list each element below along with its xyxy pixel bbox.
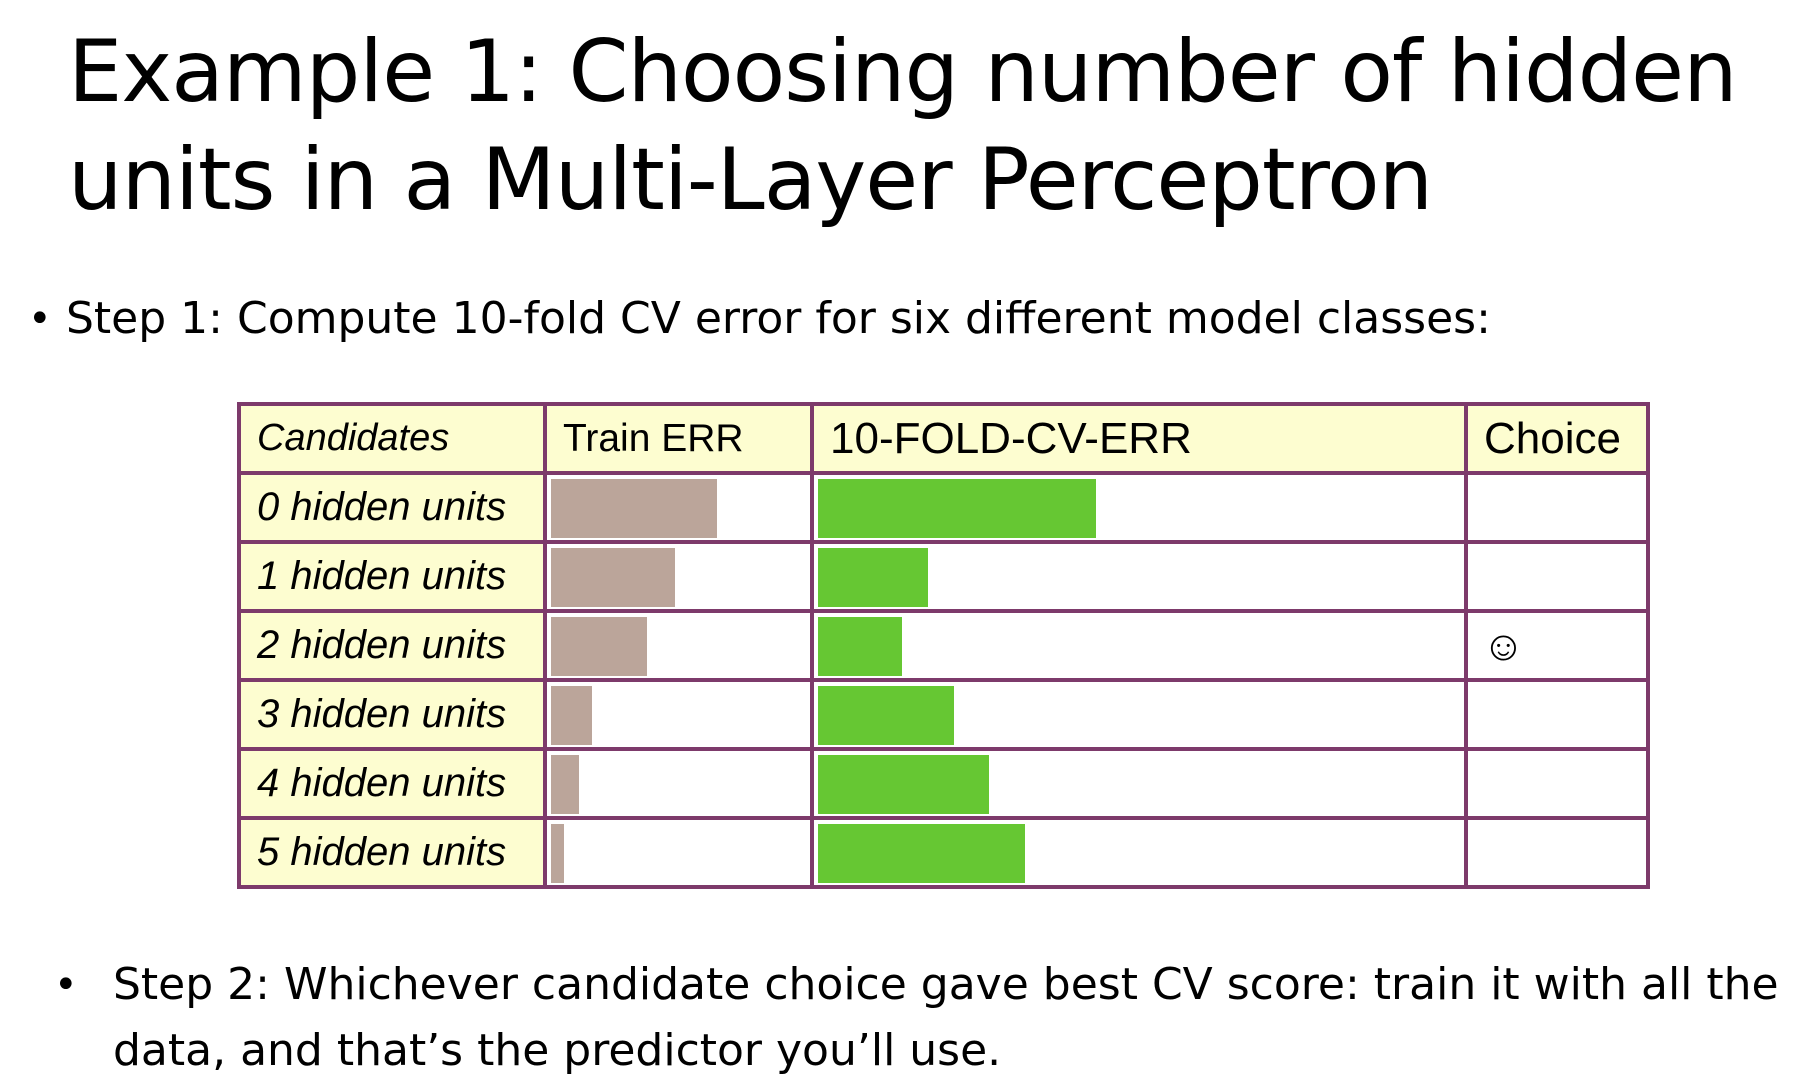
table-header-row: Candidates Train ERR 10-FOLD-CV-ERR Choi… — [237, 402, 1650, 475]
cv-err-cell — [810, 816, 1468, 889]
header-candidates: Candidates — [237, 402, 547, 475]
header-cv-err: 10-FOLD-CV-ERR — [810, 402, 1468, 475]
candidate-label: 3 hidden units — [237, 678, 547, 751]
cv-err-bar — [818, 686, 954, 745]
table-row: 2 hidden units ☺ — [237, 609, 1650, 682]
cv-err-bar — [818, 548, 928, 607]
table-row: 4 hidden units — [237, 747, 1650, 820]
smiley-icon: ☺ — [1464, 609, 1650, 682]
header-choice: Choice — [1464, 402, 1650, 475]
train-err-cell — [543, 609, 814, 682]
step2-text: Step 2: Whichever candidate choice gave … — [113, 959, 1779, 1076]
slide-title: Example 1: Choosing number of hidden uni… — [68, 22, 1738, 230]
cv-err-cell — [810, 540, 1468, 613]
choice-cell — [1464, 747, 1650, 820]
choice-cell — [1464, 471, 1650, 544]
cv-err-cell — [810, 747, 1468, 820]
bullet-dot-icon: • — [28, 296, 52, 342]
table-row: 3 hidden units — [237, 678, 1650, 751]
candidate-label: 1 hidden units — [237, 540, 547, 613]
table-row: 5 hidden units — [237, 816, 1650, 889]
header-train-err: Train ERR — [543, 402, 814, 475]
cv-err-cell — [810, 678, 1468, 751]
choice-cell — [1464, 540, 1650, 613]
train-err-bar — [551, 755, 579, 814]
train-err-cell — [543, 678, 814, 751]
train-err-bar — [551, 479, 717, 538]
choice-cell — [1464, 816, 1650, 889]
candidate-label: 2 hidden units — [237, 609, 547, 682]
cv-err-bar — [818, 617, 902, 676]
candidate-label: 4 hidden units — [237, 747, 547, 820]
train-err-cell — [543, 747, 814, 820]
cv-err-bar — [818, 479, 1096, 538]
candidate-label: 0 hidden units — [237, 471, 547, 544]
cv-err-cell — [810, 609, 1468, 682]
train-err-bar — [551, 548, 675, 607]
candidate-label: 5 hidden units — [237, 816, 547, 889]
cv-err-bar — [818, 824, 1025, 883]
step1-text: Step 1: Compute 10-fold CV error for six… — [66, 293, 1491, 344]
train-err-cell — [543, 816, 814, 889]
table-row: 1 hidden units — [237, 540, 1650, 613]
train-err-cell — [543, 540, 814, 613]
train-err-bar — [551, 824, 564, 883]
table-row: 0 hidden units — [237, 471, 1650, 544]
train-err-bar — [551, 617, 647, 676]
cv-results-table: Candidates Train ERR 10-FOLD-CV-ERR Choi… — [237, 402, 1650, 889]
bullet-dot-icon: • — [54, 962, 78, 1008]
cv-err-cell — [810, 471, 1468, 544]
train-err-bar — [551, 686, 592, 745]
train-err-cell — [543, 471, 814, 544]
choice-cell — [1464, 678, 1650, 751]
cv-err-bar — [818, 755, 989, 814]
